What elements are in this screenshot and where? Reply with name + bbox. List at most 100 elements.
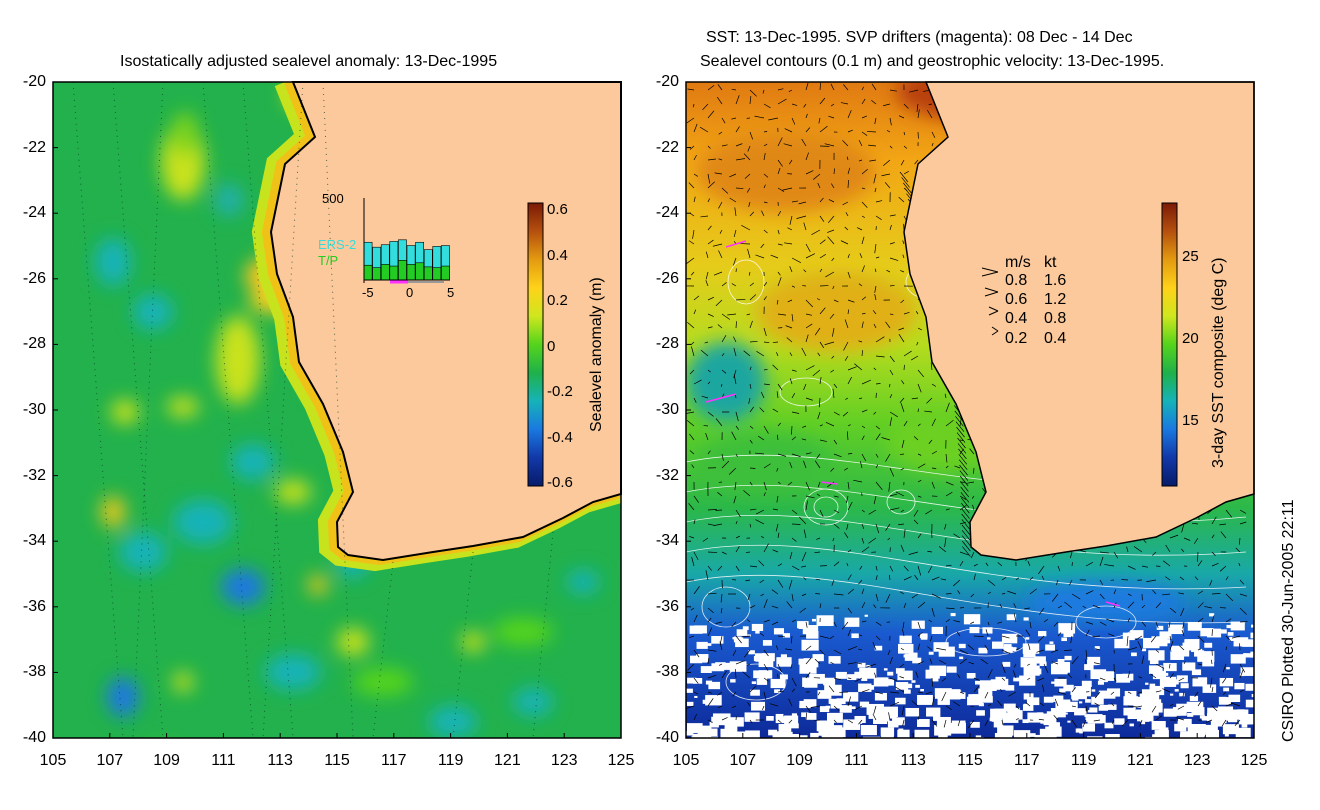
cloud-speck bbox=[932, 677, 939, 682]
velocity-arrow bbox=[1225, 509, 1233, 518]
velocity-arrow bbox=[828, 115, 835, 119]
velocity-arrow bbox=[898, 196, 905, 203]
velocity-arrow bbox=[1163, 560, 1171, 567]
cloud-speck bbox=[1178, 718, 1192, 728]
velocity-arrow bbox=[833, 168, 835, 175]
velocity-arrow bbox=[847, 366, 857, 371]
velocity-arrow bbox=[717, 84, 723, 91]
velocity-arrow bbox=[772, 341, 779, 343]
inset-xtick-0: 0 bbox=[406, 285, 414, 300]
velocity-arrow bbox=[1055, 579, 1059, 586]
leeuwin-vector bbox=[901, 177, 910, 188]
cloud-speck bbox=[705, 728, 718, 737]
velocity-legend-arrow bbox=[991, 326, 999, 336]
velocity-arrow bbox=[1015, 648, 1020, 651]
velocity-arrow bbox=[885, 593, 891, 603]
cloud-speck bbox=[1159, 631, 1172, 639]
velocity-arrow bbox=[717, 565, 723, 571]
velocity-arrow bbox=[801, 593, 807, 597]
velocity-arrow bbox=[1230, 702, 1241, 707]
velocity-arrow bbox=[693, 586, 700, 595]
x-tick-label: 113 bbox=[900, 752, 926, 769]
y-tick-label: -40 bbox=[22, 729, 46, 746]
x-tick-label: 125 bbox=[1240, 752, 1268, 769]
velocity-arrow bbox=[1222, 677, 1227, 684]
velocity-arrow bbox=[903, 576, 912, 581]
velocity-arrow bbox=[959, 495, 967, 500]
velocity-arrow bbox=[803, 269, 807, 273]
velocity-arrow bbox=[707, 592, 717, 595]
velocity-arrow bbox=[789, 266, 793, 273]
velocity-arrow bbox=[707, 627, 713, 637]
velocity-arrow bbox=[825, 422, 835, 427]
velocity-arrow bbox=[917, 632, 923, 637]
cloud-speck bbox=[986, 637, 991, 640]
velocity-arrow bbox=[689, 433, 695, 441]
velocity-arrow bbox=[805, 334, 809, 343]
velocity-arrow bbox=[749, 383, 752, 389]
cloud-speck bbox=[904, 683, 913, 689]
velocity-arrow bbox=[686, 420, 695, 427]
velocity-arrow bbox=[814, 719, 821, 721]
velocity-arrow bbox=[845, 397, 849, 400]
velocity-arrow bbox=[832, 537, 835, 542]
cloud-speck bbox=[879, 715, 890, 722]
velocity-arrow bbox=[987, 704, 992, 707]
velocity-arrow bbox=[1001, 663, 1006, 674]
velocity-arrow bbox=[931, 696, 935, 707]
cloud-speck bbox=[1235, 727, 1251, 738]
inset-bar-tp bbox=[363, 264, 373, 281]
x-tick-label: 119 bbox=[1070, 752, 1097, 769]
velocity-arrow bbox=[899, 663, 905, 668]
velocity-arrow bbox=[889, 242, 895, 245]
velocity-arrow bbox=[1051, 661, 1059, 665]
cloud-speck bbox=[1085, 699, 1091, 703]
velocity-arrow bbox=[691, 556, 695, 567]
velocity-arrow bbox=[817, 411, 821, 420]
velocity-arrow bbox=[687, 88, 695, 91]
velocity-arrow bbox=[1235, 547, 1241, 553]
velocity-arrow bbox=[763, 368, 768, 371]
velocity-arrow bbox=[900, 402, 905, 413]
velocity-arrow bbox=[1221, 719, 1227, 727]
velocity-arrow bbox=[866, 131, 877, 133]
cloud-speck bbox=[1124, 690, 1137, 699]
cloud-speck bbox=[732, 731, 747, 738]
velocity-arrow bbox=[735, 158, 746, 161]
velocity-arrow bbox=[763, 143, 768, 147]
velocity-legend-arrow bbox=[988, 306, 999, 316]
cloud-speck bbox=[883, 668, 888, 671]
leeuwin-vector bbox=[957, 443, 967, 454]
cloud-speck bbox=[1063, 684, 1074, 692]
velocity-arrow bbox=[1238, 562, 1241, 567]
velocity-arrow bbox=[800, 565, 807, 568]
velocity-arrow bbox=[875, 433, 881, 441]
velocity-arrow bbox=[777, 159, 783, 167]
velocity-arrow bbox=[941, 691, 947, 702]
contour-ring bbox=[1075, 605, 1137, 639]
cloud-speck bbox=[1013, 677, 1020, 682]
velocity-arrow bbox=[846, 523, 849, 530]
velocity-arrow bbox=[763, 173, 769, 178]
velocity-arrow bbox=[716, 96, 723, 105]
cloud-speck bbox=[861, 677, 868, 681]
velocity-arrow bbox=[735, 509, 741, 518]
velocity-arrow bbox=[959, 521, 967, 525]
cloud-speck bbox=[1230, 621, 1245, 631]
velocity-arrow bbox=[1126, 546, 1129, 553]
cloud-speck bbox=[1243, 653, 1251, 658]
velocity-arrow bbox=[707, 239, 714, 245]
velocity-arrow bbox=[777, 690, 784, 693]
velocity-arrow bbox=[719, 229, 723, 234]
cloud-speck bbox=[1163, 663, 1177, 672]
velocity-arrow bbox=[882, 159, 891, 166]
velocity-arrow bbox=[859, 565, 863, 570]
velocity-arrow bbox=[735, 187, 744, 189]
velocity-arrow bbox=[805, 397, 813, 401]
velocity-arrow bbox=[945, 593, 952, 595]
velocity-arrow bbox=[1135, 635, 1143, 641]
velocity-arrow bbox=[847, 549, 852, 553]
velocity-arrow bbox=[1085, 590, 1094, 595]
cloud-speck bbox=[1202, 684, 1217, 693]
cloud-speck bbox=[991, 715, 1003, 722]
